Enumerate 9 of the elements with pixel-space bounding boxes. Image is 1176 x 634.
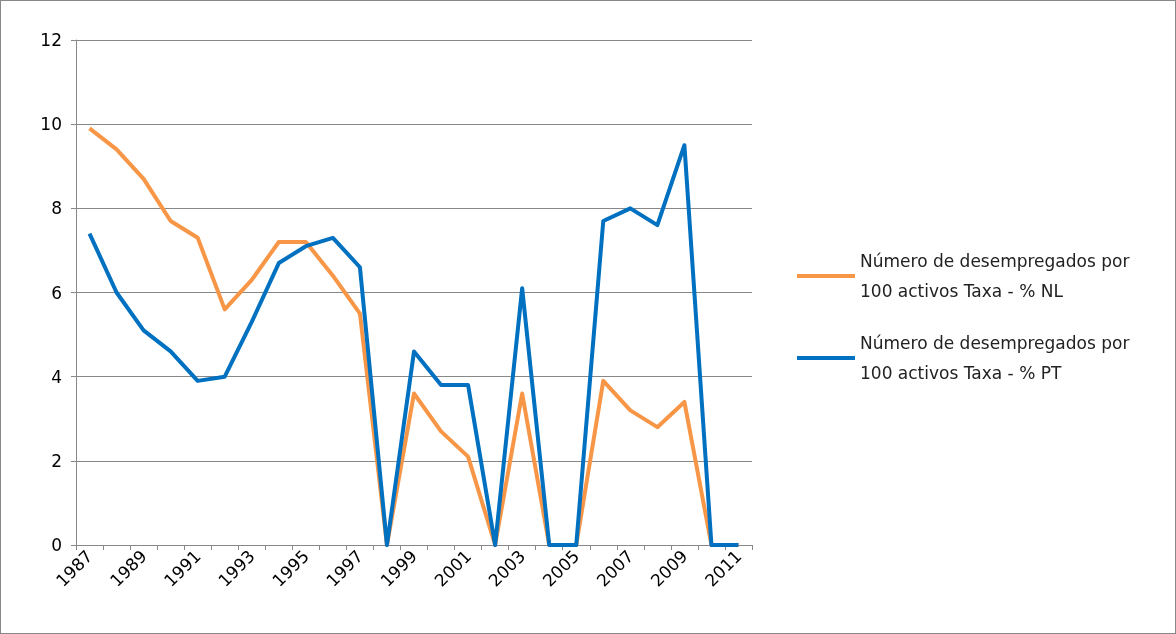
- y-tick-label: 6: [51, 282, 62, 303]
- y-tick-label: 10: [40, 114, 62, 135]
- y-tick-label: 2: [51, 450, 62, 471]
- y-tick-label: 4: [51, 366, 62, 387]
- y-tick-label: 12: [40, 30, 62, 50]
- legend-label: Número de desempregados por 100 activos Taxa - % PT: [860, 333, 1135, 383]
- y-tick-label: 8: [51, 198, 62, 219]
- y-tick-label: 0: [51, 535, 62, 555]
- legend-label: Número de desempregados por 100 activos Taxa - % NL: [860, 251, 1135, 301]
